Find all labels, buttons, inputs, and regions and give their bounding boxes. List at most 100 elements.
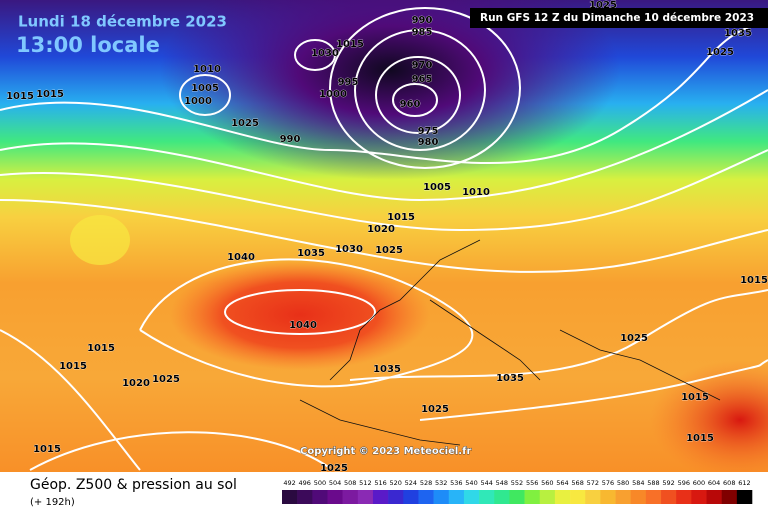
isobar-label: 1035 [297,248,325,259]
colorbar-label: 524 [405,479,417,487]
isobar-label: 1015 [740,275,768,286]
colorbar-label: 528 [420,479,432,487]
isobar-label: 1015 [6,91,34,102]
colorbar-swatch [448,490,465,504]
isobar-label: 1025 [589,0,617,11]
colorbar-swatch [615,490,632,504]
colorbar-label: 596 [678,479,690,487]
isobar-label: 1015 [686,433,714,444]
colorbar-swatch [479,490,495,504]
colorbar-swatch [736,490,753,504]
isobar-label: 1025 [320,463,348,474]
colorbar-swatch [372,490,389,504]
colorbar-swatch [327,490,343,504]
high-z500-area [650,360,768,480]
colorbar-label: 536 [450,479,462,487]
colorbar-swatch [357,490,374,504]
colorbar-label: 568 [571,479,583,487]
isobar-label: 980 [418,137,439,148]
isobar-label: 1030 [311,48,339,59]
isobar-label: 970 [412,60,433,71]
colorbar-label: 560 [541,479,553,487]
colorbar: 492 496 500 504 508 512 516 520 524 528 532 536 540 5… [282,479,753,504]
colorbar-swatch [630,490,647,504]
colorbar-label: 588 [647,479,659,487]
isobar-label: 1025 [421,404,449,415]
colorbar-swatch [463,490,480,504]
colorbar-label: 500 [314,479,326,487]
isobar-label: 1015 [681,392,709,403]
colorbar-label: 608 [723,479,735,487]
isobar-label: 990 [280,134,301,145]
colorbar-swatch [403,490,419,504]
colorbar-label: 576 [602,479,614,487]
colorbar-swatch [554,490,571,504]
isobars [0,7,768,471]
isobar-label: 1030 [335,244,363,255]
colorbar-swatch [282,490,298,504]
isobar-label: 1005 [191,83,219,94]
colorbar-label: 504 [329,479,341,487]
isobar-label: 975 [418,126,439,137]
isobar-label: 995 [338,77,359,88]
colorbar-label: 508 [344,479,356,487]
isobar-label: 1020 [122,378,150,389]
isobar-label: 1010 [193,64,221,75]
colorbar-label: 496 [299,479,311,487]
colorbar-label: 552 [511,479,523,487]
isobar-label: 985 [412,27,433,38]
colorbar-swatch [721,490,738,504]
lead-time: (+ 192h) [30,497,75,508]
colorbar-swatch [312,490,328,504]
isobar-label: 1015 [59,361,87,372]
isobar-label: 1015 [387,212,415,223]
colorbar-swatch [585,490,601,504]
isobar-label: 1015 [36,89,64,100]
colorbar-label: 492 [283,479,295,487]
isobar-label: 1025 [375,245,403,256]
colorbar-label: 540 [465,479,477,487]
colorbar-swatch [388,490,404,504]
isobar-label: 1040 [289,320,317,331]
colorbar-swatch [661,490,677,504]
colorbar-swatch [570,490,586,504]
isobar-label: 1005 [423,182,451,193]
colorbar-swatch [524,490,541,504]
isobar-label: 1035 [496,373,524,384]
isobar-label: 1000 [319,89,347,100]
isobar-label: 1015 [33,444,61,455]
colorbar-swatch [342,490,359,504]
isobar-label: 1000 [184,96,212,107]
colorbar-label: 604 [708,479,720,487]
colorbar-label: 556 [526,479,538,487]
isobar-label: 965 [412,74,433,85]
colorbar-label: 520 [389,479,401,487]
isobar-label: 1010 [462,187,490,198]
colorbar-swatch [645,490,662,504]
isobar-label: 1020 [367,224,395,235]
colorbar-swatch [297,490,313,504]
colorbar-label: 548 [496,479,508,487]
isobar-label: 1025 [231,118,259,129]
colorbar-swatch [418,490,434,504]
colorbar-swatch [494,490,510,504]
isobar-label: 1015 [87,343,115,354]
colorbar-label: 592 [662,479,674,487]
colorbar-swatch [509,490,525,504]
pale-area [70,215,130,265]
colorbar-swatch [691,490,707,504]
colorbar-label: 516 [374,479,386,487]
colorbar-swatch [706,490,722,504]
map [0,0,768,480]
footer-title: Géop. Z500 & pression au sol [30,477,237,493]
colorbar-label: 600 [693,479,705,487]
isobar-label: 1015 [336,39,364,50]
colorbar-label: 572 [587,479,599,487]
colorbar-swatch [539,490,556,504]
colorbar-label: 512 [359,479,371,487]
high-z500-area [170,260,430,370]
colorbar-label: 564 [556,479,568,487]
isobar-label: 1040 [227,252,255,263]
colorbar-swatch [676,490,692,504]
